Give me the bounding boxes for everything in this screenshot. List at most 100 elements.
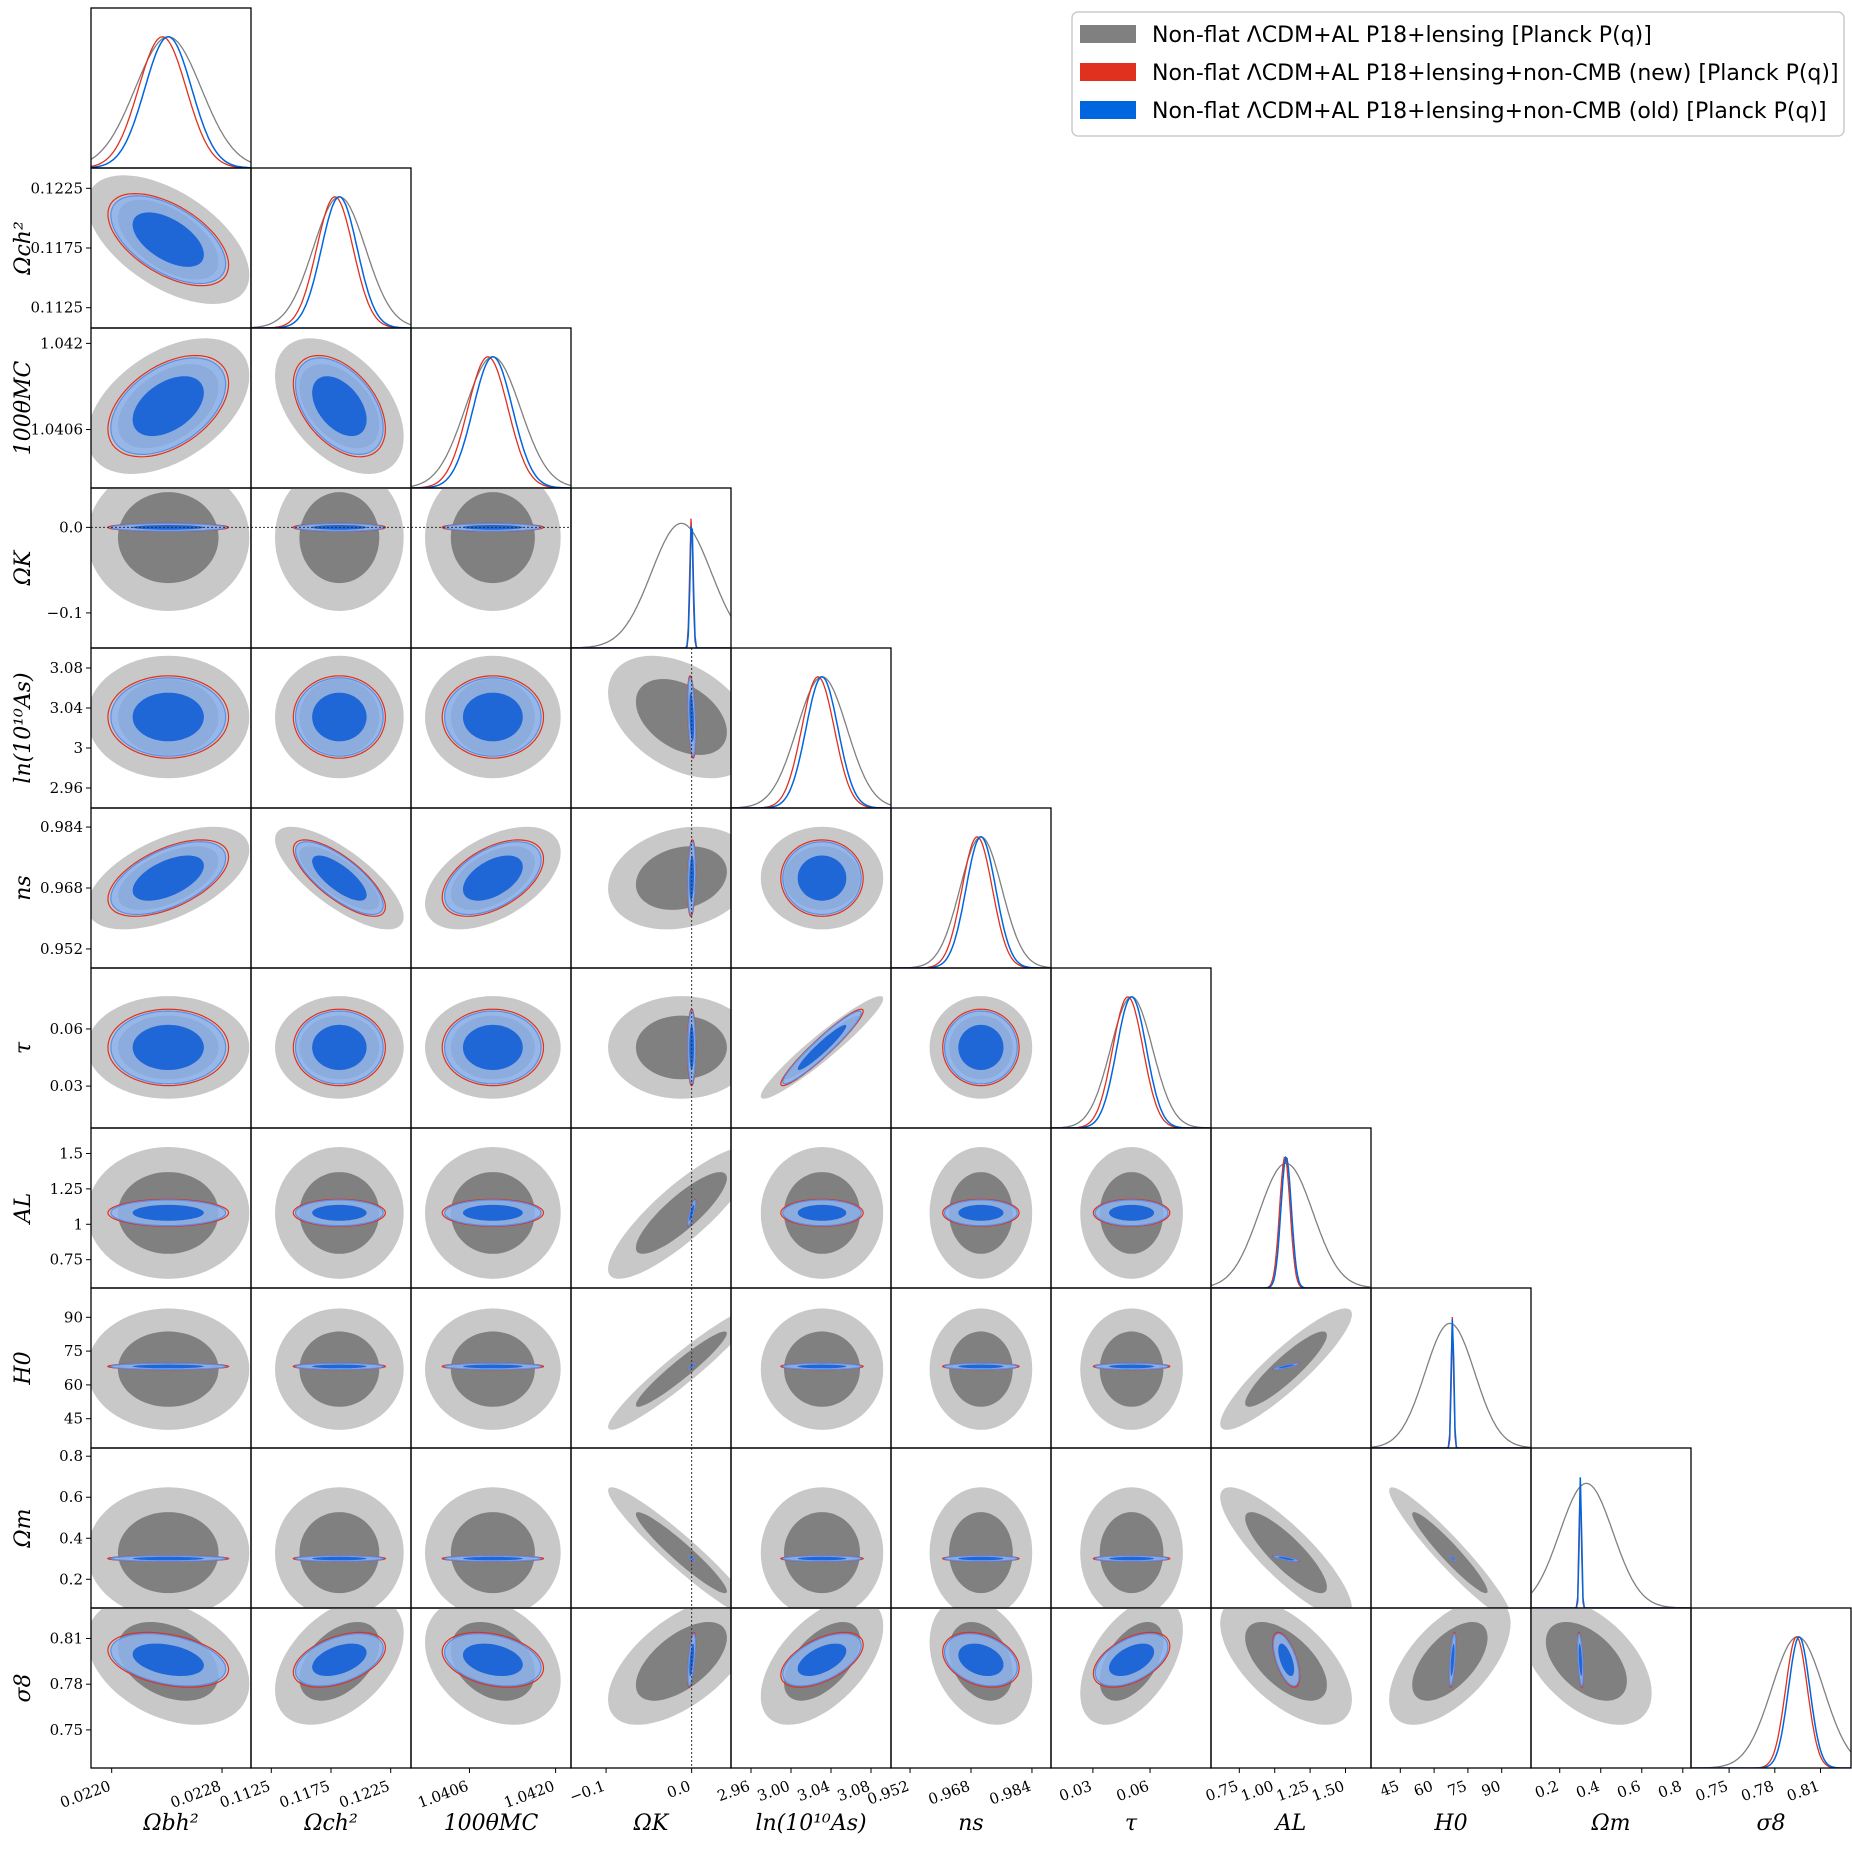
marginal-red-bh <box>91 36 251 168</box>
panel-body <box>1389 1608 1511 1725</box>
panel-100mc-100mc <box>410 327 572 489</box>
contour-red-2sigma <box>107 839 230 917</box>
panel-body <box>1080 1308 1183 1430</box>
contour-red-2sigma <box>292 1198 387 1227</box>
contour-red-2sigma <box>942 1008 1020 1087</box>
panel-body <box>929 1487 1033 1608</box>
panel-ch-bh: 0.1125 0.1175 0.1225 Ωch² <box>11 167 252 329</box>
contour-blue-1sigma <box>462 1204 523 1221</box>
panel-m-ns <box>890 1447 1052 1609</box>
contour-blue-1sigma <box>462 1556 523 1561</box>
xtick-label: 1.25 <box>1274 1777 1312 1805</box>
panel-k-ch <box>250 487 412 649</box>
marginal-blue-100mc <box>411 356 571 488</box>
panel-p6-ch <box>250 967 412 1129</box>
contour-blue-1sigma <box>312 1364 367 1369</box>
contour-red-2sigma <box>292 1008 387 1087</box>
contour-blue-1sigma <box>958 1556 1004 1561</box>
panel-body <box>425 655 561 779</box>
marginal-blue-ln10as <box>731 676 891 808</box>
panel-100mc-ch <box>250 327 412 489</box>
marginal-blue-k <box>571 525 731 648</box>
panel-body <box>251 488 411 611</box>
panel-body <box>91 488 251 611</box>
contour-red-2sigma <box>441 675 545 759</box>
panel-ch-ch <box>250 167 412 329</box>
contour-red-2sigma <box>942 1198 1020 1227</box>
panel-al-ln10as <box>730 1127 892 1289</box>
panel-body <box>608 808 731 968</box>
panel-al-al <box>1210 1127 1372 1289</box>
xtick-label: 0.1175 <box>277 1777 332 1812</box>
marginal-blue-ns <box>891 836 1051 968</box>
xaxis-label-100mc: 100θMC <box>444 1811 539 1836</box>
ytick-label: 1.042 <box>40 334 83 352</box>
contour-blue-1sigma <box>312 1204 367 1221</box>
contour-blue-1sigma <box>132 692 204 742</box>
contour-red-2sigma <box>1092 1198 1171 1227</box>
panel-body <box>1080 1147 1183 1279</box>
panel-bh-bh <box>90 7 252 169</box>
contour-red-2sigma <box>780 839 864 917</box>
panel-body <box>91 36 251 168</box>
xtick-label: 0.1125 <box>217 1777 272 1812</box>
yaxis-label-h0: H0 <box>11 1351 36 1385</box>
xtick-label: 0.81 <box>1784 1777 1822 1805</box>
contour-blue-1sigma <box>132 376 204 437</box>
panel-frame <box>1690 1607 1852 1769</box>
marginal-red-ns <box>891 836 1051 968</box>
panel-p6-100mc <box>410 967 572 1129</box>
contour-gray-1sigma <box>784 1512 860 1594</box>
panel-ns-ns <box>890 807 1052 969</box>
marginal-blue-p6 <box>1051 996 1211 1128</box>
panel-body <box>929 1147 1033 1279</box>
contour-blue-1sigma <box>132 855 204 901</box>
yaxis-label-p6: τ <box>11 1041 36 1054</box>
ytick-label: 75 <box>64 1342 83 1360</box>
marginal-gray-k <box>571 522 731 648</box>
contour-red-2sigma <box>942 1631 1020 1688</box>
panel-m-p6 <box>1050 1447 1212 1609</box>
contour-blue-1sigma <box>132 1556 204 1561</box>
contour-blue-1sigma <box>797 1643 847 1676</box>
contour-red-2sigma <box>107 192 230 287</box>
xtick-label: 0.0228 <box>168 1777 223 1812</box>
contour-blue-1sigma <box>1450 1643 1455 1676</box>
panel-m-ch <box>250 1447 412 1609</box>
contour-red-2sigma <box>780 1631 864 1688</box>
xtick-label: 0.952 <box>865 1777 912 1809</box>
contour-blue-1sigma <box>132 212 204 267</box>
panel-m-100mc <box>410 1447 572 1609</box>
contour-blue-1sigma <box>689 1643 694 1676</box>
marginal-gray-m <box>1531 1482 1691 1608</box>
ytick-label: 1.0406 <box>31 421 84 439</box>
panel-h0-k <box>570 1287 732 1449</box>
panel-body <box>91 826 250 930</box>
contour-red-2sigma <box>292 675 387 759</box>
xtick-label: 3.00 <box>755 1777 793 1805</box>
panel-k-100mc <box>410 487 572 649</box>
contour-blue-1sigma <box>312 1024 367 1070</box>
xtick-label: 1.00 <box>1239 1777 1277 1805</box>
panel-m-bh: 0.2 0.4 0.6 0.8 Ωm <box>11 1447 252 1609</box>
marginal-gray-ns <box>891 836 1051 968</box>
panel-body <box>425 1487 561 1608</box>
panel-body <box>1080 1608 1183 1725</box>
panel-body <box>1051 996 1211 1128</box>
panel-body <box>1080 1487 1183 1608</box>
panel-p6-p6 <box>1050 967 1212 1129</box>
ytick-label: 0.1125 <box>31 299 84 317</box>
xaxis-label-h0: H0 <box>1433 1811 1467 1836</box>
panel-body <box>1531 1608 1652 1725</box>
contour-red-2sigma <box>441 839 545 917</box>
legend-frame <box>1071 11 1845 137</box>
ytick-label: 3.04 <box>50 699 83 717</box>
ytick-label: 0.06 <box>50 1020 83 1038</box>
panel-h0-bh: 45 60 75 90 H0 <box>11 1287 252 1449</box>
xaxis-label-ln10as: ln(10¹⁰As) <box>755 1811 866 1836</box>
ytick-label: 2.96 <box>50 779 83 797</box>
legend-swatch-0 <box>1080 25 1136 43</box>
panel-h0-ns <box>890 1287 1052 1449</box>
yaxis-label-100mc: 100θMC <box>11 361 36 456</box>
contour-blue-1sigma <box>132 1024 204 1070</box>
